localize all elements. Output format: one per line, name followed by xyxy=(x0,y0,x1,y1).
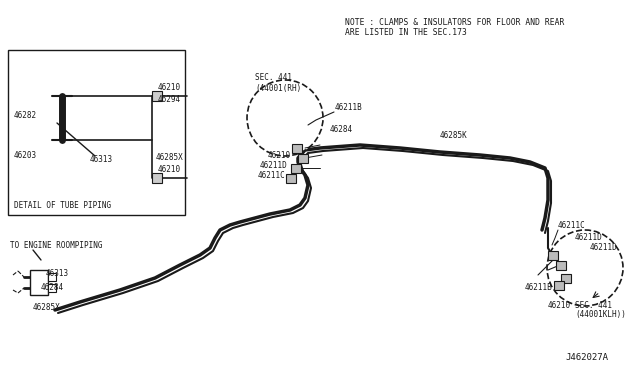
Text: 46203: 46203 xyxy=(14,151,37,160)
Bar xyxy=(556,261,566,270)
Text: 46210: 46210 xyxy=(548,301,571,310)
Bar xyxy=(152,173,162,183)
Bar xyxy=(298,154,308,163)
Text: ARE LISTED IN THE SEC.173: ARE LISTED IN THE SEC.173 xyxy=(345,28,467,37)
Text: 46210: 46210 xyxy=(158,166,181,174)
Text: 46210: 46210 xyxy=(158,83,181,93)
Text: 46211D: 46211D xyxy=(260,160,288,170)
Text: (44001(RH): (44001(RH) xyxy=(255,83,301,93)
Bar xyxy=(292,144,302,153)
Bar xyxy=(548,251,558,260)
Text: SEC. 441: SEC. 441 xyxy=(575,301,612,310)
Text: SEC. 441: SEC. 441 xyxy=(255,74,292,83)
Text: 46211D: 46211D xyxy=(575,234,603,243)
Circle shape xyxy=(247,80,323,156)
Text: 46211B: 46211B xyxy=(525,283,553,292)
Text: 46285X: 46285X xyxy=(156,154,184,163)
Text: DETAIL OF TUBE PIPING: DETAIL OF TUBE PIPING xyxy=(14,201,111,209)
Text: 46294: 46294 xyxy=(158,96,181,105)
Circle shape xyxy=(547,230,623,306)
Bar xyxy=(554,281,564,290)
Bar xyxy=(286,174,296,183)
Text: 46284: 46284 xyxy=(330,125,353,135)
Text: 46211B: 46211B xyxy=(335,103,363,112)
Text: 46211C: 46211C xyxy=(558,221,586,230)
Bar xyxy=(152,91,162,101)
Text: 46313: 46313 xyxy=(90,155,113,164)
Text: 46211C: 46211C xyxy=(258,170,285,180)
Text: 46285X: 46285X xyxy=(33,302,61,311)
Text: 46313: 46313 xyxy=(46,269,69,278)
Text: TO ENGINE ROOMPIPING: TO ENGINE ROOMPIPING xyxy=(10,241,102,250)
Bar xyxy=(30,270,48,295)
Text: 46282: 46282 xyxy=(14,110,37,119)
Bar xyxy=(291,164,301,173)
Text: 46285K: 46285K xyxy=(440,131,468,140)
Text: 46210: 46210 xyxy=(268,151,291,160)
Text: (44001KLH)): (44001KLH)) xyxy=(575,311,626,320)
Bar xyxy=(48,284,56,292)
Text: J462027A: J462027A xyxy=(565,353,608,362)
Bar xyxy=(8,50,185,215)
Text: 46284: 46284 xyxy=(41,282,64,292)
Bar xyxy=(48,273,56,281)
Text: NOTE : CLAMPS & INSULATORS FOR FLOOR AND REAR: NOTE : CLAMPS & INSULATORS FOR FLOOR AND… xyxy=(345,18,564,27)
Text: 46211D: 46211D xyxy=(590,244,618,253)
Bar xyxy=(561,274,571,283)
